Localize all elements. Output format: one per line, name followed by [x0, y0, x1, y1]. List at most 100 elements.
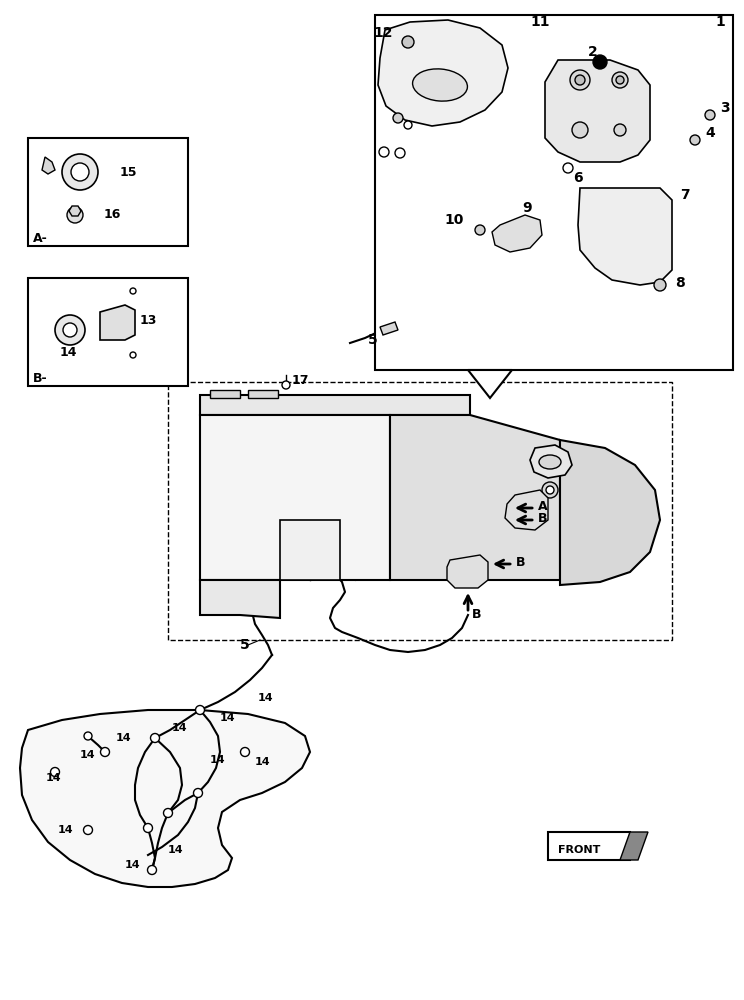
- Text: B: B: [538, 512, 548, 524]
- Text: A: A: [538, 499, 548, 512]
- Circle shape: [402, 36, 414, 48]
- Text: 14: 14: [220, 713, 236, 723]
- Text: 1: 1: [715, 15, 725, 29]
- Circle shape: [84, 732, 92, 740]
- Circle shape: [130, 352, 136, 358]
- Circle shape: [690, 135, 700, 145]
- Polygon shape: [200, 580, 280, 618]
- Circle shape: [130, 288, 136, 294]
- Circle shape: [193, 788, 202, 798]
- Polygon shape: [248, 390, 278, 398]
- Circle shape: [164, 808, 173, 818]
- Polygon shape: [447, 555, 488, 588]
- Text: 14: 14: [210, 755, 225, 765]
- Circle shape: [282, 381, 290, 389]
- Polygon shape: [560, 440, 660, 585]
- Circle shape: [63, 323, 77, 337]
- Text: 17: 17: [292, 373, 310, 386]
- Polygon shape: [210, 390, 240, 398]
- Circle shape: [240, 748, 249, 756]
- Text: B-: B-: [33, 371, 48, 384]
- Circle shape: [563, 163, 573, 173]
- Circle shape: [542, 482, 558, 498]
- Text: 2: 2: [588, 45, 597, 59]
- Polygon shape: [492, 215, 542, 252]
- Text: 14: 14: [116, 733, 132, 743]
- Circle shape: [147, 865, 156, 874]
- Polygon shape: [620, 832, 648, 860]
- Text: 9: 9: [522, 201, 532, 215]
- Polygon shape: [69, 206, 81, 216]
- Circle shape: [654, 279, 666, 291]
- Circle shape: [144, 824, 153, 832]
- Circle shape: [55, 315, 85, 345]
- Text: 14: 14: [80, 750, 96, 760]
- Text: 7: 7: [680, 188, 690, 202]
- Polygon shape: [42, 157, 55, 174]
- Polygon shape: [200, 395, 470, 415]
- Text: 3: 3: [720, 101, 730, 115]
- Polygon shape: [530, 445, 572, 478]
- Circle shape: [705, 110, 715, 120]
- Circle shape: [614, 124, 626, 136]
- Circle shape: [475, 225, 485, 235]
- Text: 12: 12: [373, 26, 393, 40]
- Circle shape: [51, 768, 60, 776]
- Polygon shape: [380, 322, 398, 335]
- Text: 14: 14: [255, 757, 271, 767]
- Polygon shape: [545, 60, 650, 162]
- Text: B: B: [472, 608, 481, 621]
- Text: 14: 14: [172, 723, 187, 733]
- Polygon shape: [200, 415, 390, 580]
- FancyBboxPatch shape: [548, 832, 630, 860]
- Polygon shape: [20, 710, 310, 887]
- Text: 14: 14: [125, 860, 141, 870]
- Polygon shape: [468, 370, 512, 398]
- Circle shape: [196, 706, 205, 714]
- Polygon shape: [280, 520, 340, 580]
- Circle shape: [404, 121, 412, 129]
- Text: 15: 15: [120, 165, 138, 178]
- Circle shape: [62, 154, 98, 190]
- Text: 4: 4: [705, 126, 715, 140]
- Text: 14: 14: [258, 693, 274, 703]
- Polygon shape: [375, 15, 733, 370]
- Polygon shape: [28, 278, 188, 386]
- Text: 14: 14: [58, 825, 74, 835]
- Polygon shape: [100, 305, 135, 340]
- Polygon shape: [390, 415, 560, 580]
- Circle shape: [150, 734, 159, 742]
- Text: 8: 8: [675, 276, 684, 290]
- Circle shape: [71, 163, 89, 181]
- Text: B: B: [516, 556, 525, 568]
- Text: 14: 14: [168, 845, 184, 855]
- Circle shape: [570, 70, 590, 90]
- Circle shape: [575, 75, 585, 85]
- Circle shape: [393, 113, 403, 123]
- Text: 14: 14: [46, 773, 62, 783]
- Polygon shape: [578, 188, 672, 285]
- Text: 5: 5: [368, 333, 378, 347]
- Text: 6: 6: [573, 171, 583, 185]
- Circle shape: [546, 486, 554, 494]
- Text: 13: 13: [140, 314, 158, 326]
- Polygon shape: [505, 490, 548, 530]
- Text: 11: 11: [530, 15, 550, 29]
- Text: 5: 5: [240, 638, 250, 652]
- Circle shape: [593, 55, 607, 69]
- Circle shape: [572, 122, 588, 138]
- Text: FRONT: FRONT: [558, 845, 600, 855]
- Circle shape: [612, 72, 628, 88]
- Polygon shape: [378, 20, 508, 126]
- Circle shape: [395, 148, 405, 158]
- Text: 16: 16: [104, 209, 121, 222]
- Circle shape: [379, 147, 389, 157]
- Circle shape: [100, 748, 109, 756]
- Circle shape: [67, 207, 83, 223]
- Ellipse shape: [413, 69, 467, 101]
- Text: 10: 10: [445, 213, 464, 227]
- Circle shape: [83, 826, 92, 834]
- Circle shape: [616, 76, 624, 84]
- Text: 14: 14: [60, 347, 77, 360]
- Polygon shape: [28, 138, 188, 246]
